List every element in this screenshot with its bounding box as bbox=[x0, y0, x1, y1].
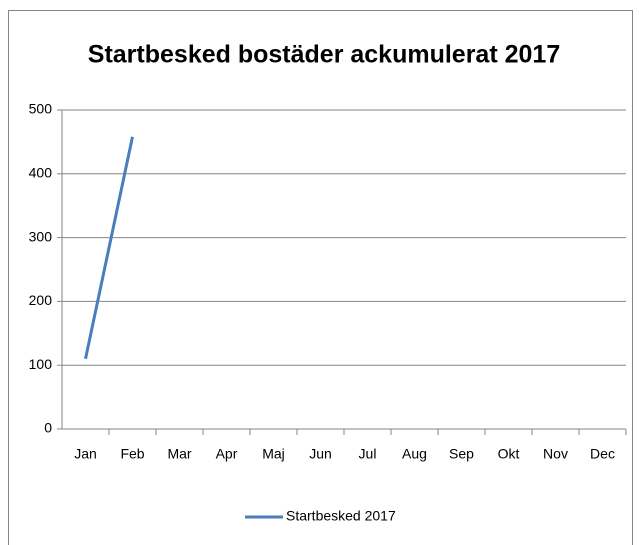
y-tick-label: 200 bbox=[29, 292, 53, 308]
x-tick-label: Aug bbox=[402, 446, 427, 462]
x-tick-label: Feb bbox=[120, 446, 144, 462]
x-tick-label: Okt bbox=[498, 446, 520, 462]
x-tick-label: Dec bbox=[590, 446, 615, 462]
x-tick-label: Maj bbox=[262, 446, 285, 462]
x-tick-label: Nov bbox=[543, 446, 568, 462]
x-tick-label: Apr bbox=[216, 446, 238, 462]
x-tick-label: Sep bbox=[449, 446, 474, 462]
data-line bbox=[84, 136, 134, 360]
y-tick-label: 500 bbox=[29, 101, 53, 117]
legend-label: Startbesked 2017 bbox=[286, 508, 396, 524]
x-tick-label: Jun bbox=[309, 446, 332, 462]
x-tick-label: Mar bbox=[167, 446, 191, 462]
chart-title: Startbesked bostäder ackumulerat 2017 bbox=[88, 41, 560, 69]
x-tick-label: Jan bbox=[74, 446, 97, 462]
y-tick-label: 300 bbox=[29, 228, 53, 244]
y-tick-label: 0 bbox=[44, 420, 52, 436]
x-tick-label: Jul bbox=[359, 446, 377, 462]
chart-frame bbox=[8, 10, 633, 545]
y-tick-label: 100 bbox=[29, 356, 53, 372]
y-tick-label: 400 bbox=[29, 165, 53, 181]
